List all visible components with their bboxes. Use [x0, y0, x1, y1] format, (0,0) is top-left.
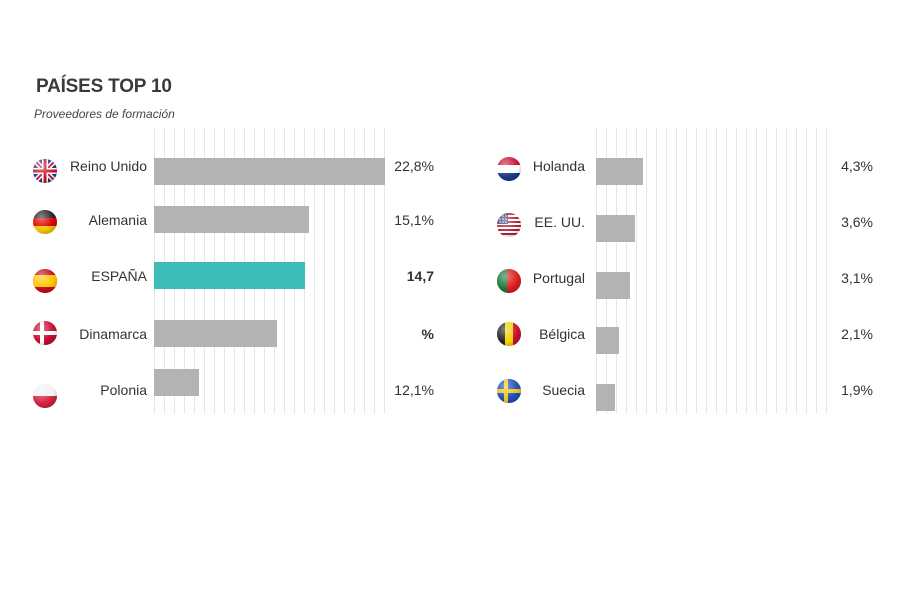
gridline [696, 128, 697, 414]
chart-subtitle: Proveedores de formación [34, 107, 175, 121]
bar-row-polonia: Polonia 12,1% [0, 369, 900, 408]
gridline [786, 128, 787, 414]
right-gridlines [596, 128, 832, 414]
bar [154, 369, 199, 396]
value-label: 14,7 [406, 268, 434, 284]
gridline [344, 128, 345, 414]
bar [596, 327, 619, 354]
belgium-flag-icon [497, 322, 521, 346]
gridline [716, 128, 717, 414]
sweden-flag-icon [497, 379, 521, 403]
country-label: ESPAÑA [91, 268, 147, 284]
bar-row-espana: ESPAÑA 14,7 [0, 262, 900, 293]
gridline [324, 128, 325, 414]
gridline [626, 128, 627, 414]
gridline [676, 128, 677, 414]
bar-row-portugal: Portugal 3,1% [0, 269, 900, 300]
gridline [636, 128, 637, 414]
bar [154, 320, 277, 347]
portugal-flag-icon [497, 269, 521, 293]
country-label: Bélgica [539, 326, 585, 342]
bar-row-holanda: Holanda 4,3% [0, 157, 900, 186]
bar-row-alemania: Alemania 15,1% [0, 206, 900, 234]
usa-flag-icon [497, 213, 521, 237]
bar-row-suecia: Suecia 1,9% [0, 379, 900, 412]
bar [596, 272, 630, 299]
bar [596, 158, 643, 185]
value-label: 3,1% [841, 270, 873, 286]
gridline [816, 128, 817, 414]
denmark-flag-icon [33, 321, 57, 345]
country-label: Alemania [88, 212, 147, 228]
gridline [756, 128, 757, 414]
gridline [826, 128, 827, 414]
gridline [616, 128, 617, 414]
value-label: % [421, 326, 434, 342]
gridline [666, 128, 667, 414]
country-label: Dinamarca [79, 326, 147, 342]
gridline [606, 128, 607, 414]
gridline [596, 128, 597, 414]
value-label: 3,6% [841, 214, 873, 230]
chart-title: PAÍSES TOP 10 [36, 76, 172, 97]
netherlands-flag-icon [497, 157, 521, 181]
value-label: 4,3% [841, 158, 873, 174]
country-label: Polonia [100, 382, 147, 398]
gridline [726, 128, 727, 414]
value-label: 2,1% [841, 326, 873, 342]
gridline [706, 128, 707, 414]
gridline [364, 128, 365, 414]
bar-row-belgica: Bélgica 2,1% [0, 322, 900, 355]
country-label: Reino Unido [69, 158, 147, 174]
gridline [806, 128, 807, 414]
gridline [736, 128, 737, 414]
country-label: Portugal [532, 270, 585, 286]
bar-row-dinamarca: Dinamarca % [0, 320, 900, 348]
gridline [776, 128, 777, 414]
gridline [334, 128, 335, 414]
bar [154, 206, 309, 233]
gridline [354, 128, 355, 414]
gridline [656, 128, 657, 414]
value-label: 15,1% [394, 212, 434, 228]
country-label: EE. UU. [534, 214, 585, 230]
gridline [374, 128, 375, 414]
gridline [766, 128, 767, 414]
bar [596, 215, 635, 242]
gridline [796, 128, 797, 414]
gridline [646, 128, 647, 414]
germany-flag-icon [33, 210, 57, 234]
value-label: 22,8% [394, 158, 434, 174]
bar [154, 158, 385, 185]
gridline [746, 128, 747, 414]
spain-flag-icon [33, 269, 57, 293]
bar-highlighted [154, 262, 305, 289]
gridline [686, 128, 687, 414]
bar-row-reino-unido: Reino Unido 22,8% [0, 158, 900, 186]
gridline [314, 128, 315, 414]
value-label: 1,9% [841, 382, 873, 398]
value-label: 12,1% [394, 382, 434, 398]
bar [596, 384, 615, 411]
bar-row-ee-uu: EE. UU. 3,6% [0, 213, 900, 243]
poland-flag-icon [33, 384, 57, 408]
gridline [384, 128, 385, 414]
country-label: Holanda [532, 158, 585, 174]
country-label: Suecia [542, 382, 585, 398]
